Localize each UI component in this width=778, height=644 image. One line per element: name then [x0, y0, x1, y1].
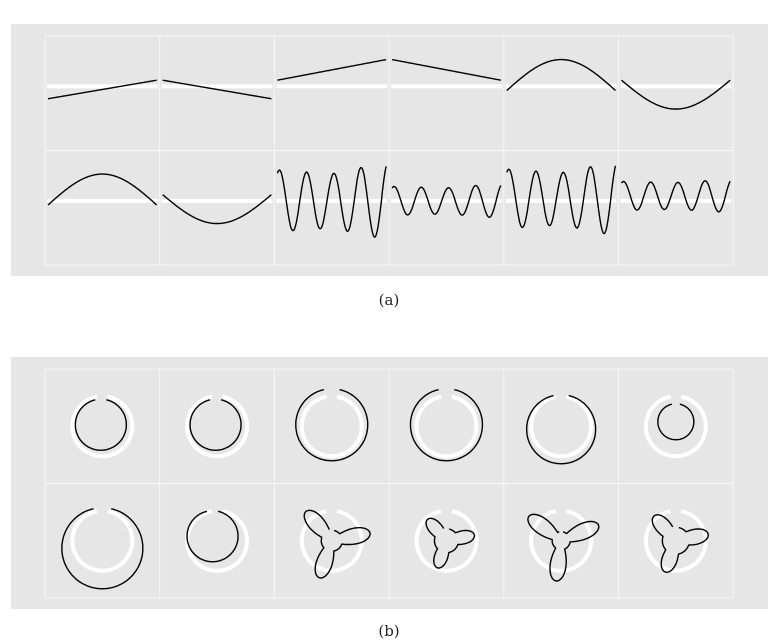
closed-curve [657, 403, 695, 441]
reference-circle [70, 394, 135, 459]
caption-a: (a) [378, 291, 400, 309]
series-curve [391, 58, 501, 81]
panel-a-cell [161, 79, 273, 100]
closed-curve [74, 399, 127, 452]
panel-a-plot [44, 35, 734, 266]
closed-curve [409, 388, 484, 462]
closed-curve [527, 513, 600, 582]
series-curve [506, 58, 616, 92]
reference-circle [414, 509, 479, 573]
closed-curve [303, 509, 371, 579]
panel-b-cell [185, 394, 249, 459]
reference-circle [529, 394, 594, 459]
reference-circle [643, 394, 708, 459]
closed-curve [61, 508, 144, 590]
series-curve [506, 165, 617, 235]
panel-b-cell [185, 509, 249, 573]
panel-b-cell [409, 388, 484, 462]
panel-a-cell [161, 194, 273, 225]
panel-a-cell [505, 58, 617, 92]
panel-a-cell [276, 58, 388, 89]
panel-a-cell [620, 79, 732, 110]
reference-circle [414, 394, 479, 459]
panel-a-cell [276, 166, 388, 238]
series-curve [277, 58, 387, 81]
series-curve [276, 166, 387, 238]
caption-b: (b) [378, 622, 400, 640]
series-curve [162, 194, 272, 225]
reference-circle [299, 509, 364, 573]
panel-b-grid [44, 368, 734, 599]
series-curve [47, 173, 158, 206]
panel-b-cell [414, 509, 479, 573]
closed-curve [186, 510, 239, 563]
closed-curve [425, 517, 476, 569]
panel-b-cell [526, 394, 597, 465]
reference-circle [70, 509, 135, 573]
panel-b-cell [61, 508, 144, 590]
reference-circle [185, 509, 249, 573]
panel-a-cell [505, 165, 617, 235]
panel-b-cell [643, 394, 708, 459]
panel-b-cell [527, 509, 600, 582]
closed-curve [189, 399, 242, 452]
reference-circle [299, 394, 364, 459]
closed-curve [651, 514, 710, 574]
series-curve [48, 79, 157, 100]
panel-b-cell [299, 509, 371, 579]
panel-b-cell [643, 509, 710, 574]
series-curve [620, 180, 731, 213]
panel-b-cell [295, 388, 369, 462]
series-curve [621, 79, 731, 110]
closed-curve [295, 388, 369, 462]
reference-circle [643, 509, 708, 573]
panel-a-cell [620, 180, 732, 213]
reference-circle [529, 509, 594, 573]
panel-a-grid [44, 35, 734, 266]
reference-circle [185, 394, 249, 459]
panel-a-cell [391, 184, 502, 219]
series-curve [391, 184, 502, 219]
panel-a-cell [47, 173, 158, 206]
panel-a-cell [391, 58, 502, 89]
panel-b-cell [70, 394, 135, 459]
closed-curve [526, 394, 597, 465]
panel-a [11, 24, 768, 276]
panel-a-cell [47, 79, 158, 100]
series-curve [162, 79, 272, 100]
panel-b [11, 357, 768, 609]
panel-b-plot [44, 368, 734, 599]
